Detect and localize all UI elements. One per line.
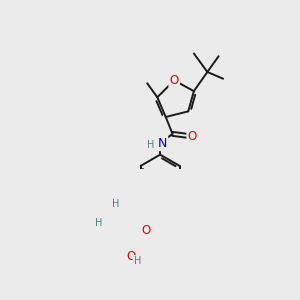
Text: O: O bbox=[141, 224, 150, 237]
Text: H: H bbox=[95, 218, 103, 228]
Text: O: O bbox=[188, 130, 197, 142]
Text: N: N bbox=[158, 137, 167, 150]
Text: H: H bbox=[134, 256, 141, 266]
Text: O: O bbox=[126, 250, 135, 263]
Text: O: O bbox=[169, 74, 179, 87]
Text: H: H bbox=[112, 199, 120, 209]
Text: H: H bbox=[147, 140, 155, 149]
